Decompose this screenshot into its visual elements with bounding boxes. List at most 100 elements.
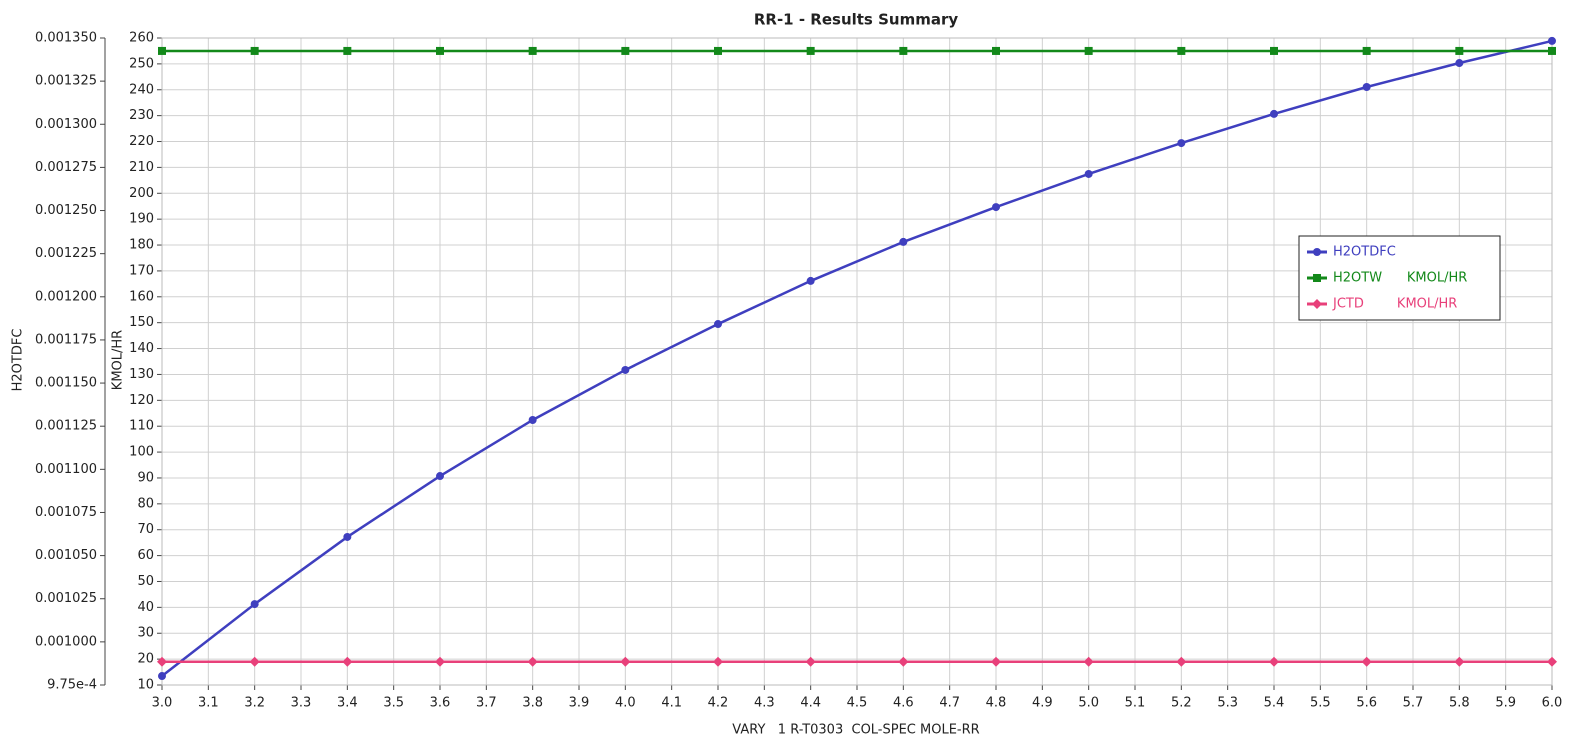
point xyxy=(806,46,815,55)
x-tick-label: 5.9 xyxy=(1495,696,1516,711)
point xyxy=(1454,656,1465,667)
point xyxy=(713,656,723,667)
legend: H2OTDFC H2OTW KMOL/HR JCTD KMOL/HR xyxy=(1298,235,1501,321)
legend-label: JCTD KMOL/HR xyxy=(1332,297,1457,312)
point xyxy=(1083,656,1094,667)
legend-label: H2OTW KMOL/HR xyxy=(1333,271,1467,286)
y2-tick-label: 220 xyxy=(129,134,154,149)
point xyxy=(1177,46,1186,55)
point xyxy=(898,656,909,667)
x-tick-label: 3.5 xyxy=(383,696,404,711)
y2-tick-label: 240 xyxy=(129,82,154,97)
y-tick-label: 0.001000 xyxy=(35,634,97,649)
point xyxy=(1270,109,1278,118)
x-tick-label: 3.3 xyxy=(291,696,312,711)
x-tick-label: 4.0 xyxy=(615,696,636,711)
y2-tick-label: 170 xyxy=(129,263,154,278)
y2-tick-label: 60 xyxy=(137,548,154,563)
legend-marker xyxy=(1313,248,1321,256)
x-tick-label: 5.0 xyxy=(1078,696,1099,711)
y-axis-label: H2OTDFC xyxy=(11,329,26,392)
x-tick-label: 4.1 xyxy=(661,696,682,711)
y2-tick-label: 200 xyxy=(129,186,154,201)
point xyxy=(714,320,722,329)
point xyxy=(436,46,444,55)
y-tick-label: 0.001225 xyxy=(35,246,97,261)
point xyxy=(1548,36,1556,45)
y-tick-label: 0.001325 xyxy=(35,74,97,89)
y2-tick-label: 130 xyxy=(129,367,154,382)
y2-tick-label: 120 xyxy=(129,393,154,408)
point xyxy=(436,472,444,481)
x-tick-label: 4.8 xyxy=(986,696,1007,711)
point xyxy=(158,672,166,681)
point xyxy=(621,46,630,55)
y2-tick-label: 180 xyxy=(129,238,154,253)
chart-title: RR-1 - Results Summary xyxy=(754,11,958,29)
y2-tick-label: 30 xyxy=(137,626,154,641)
y-tick-label: 0.001275 xyxy=(35,160,97,175)
point xyxy=(992,46,1000,55)
series-line xyxy=(161,39,1553,678)
legend-marker xyxy=(1313,274,1321,282)
point xyxy=(1362,82,1371,91)
y2-tick-label: 20 xyxy=(137,652,154,667)
point xyxy=(1362,46,1371,55)
x-tick-label: 5.4 xyxy=(1264,696,1285,711)
y2-tick-label: 140 xyxy=(129,341,154,356)
y-tick-label: 0.001050 xyxy=(35,548,97,563)
y2-tick-label: 210 xyxy=(129,160,154,175)
y-tick-label: 9.75e-4 xyxy=(47,678,97,693)
y-tick-label: 0.001150 xyxy=(35,376,97,391)
y-tick-label: 0.001025 xyxy=(35,591,97,606)
y-tick-label: 0.001300 xyxy=(35,117,97,132)
x-tick-label: 5.7 xyxy=(1403,696,1424,711)
x-tick-label: 3.2 xyxy=(244,696,265,711)
x-tick-label: 4.3 xyxy=(754,696,775,711)
y-tick-label: 0.001200 xyxy=(35,289,97,304)
y2-tick-label: 10 xyxy=(137,678,154,693)
point xyxy=(343,532,352,541)
x-tick-label: 5.6 xyxy=(1356,696,1377,711)
x-tick-label: 5.8 xyxy=(1449,696,1470,711)
y2-axis-label: KMOL/HR xyxy=(111,330,126,390)
point xyxy=(158,46,166,55)
point xyxy=(528,415,537,424)
point xyxy=(1270,46,1278,55)
point xyxy=(527,656,538,667)
y2-tick-label: 160 xyxy=(129,289,154,304)
x-tick-label: 4.2 xyxy=(708,696,729,711)
y2-tick-label: 250 xyxy=(129,56,154,71)
point xyxy=(435,656,445,667)
point xyxy=(1547,656,1557,667)
point xyxy=(157,656,167,667)
point xyxy=(250,46,259,55)
y2-tick-label: 190 xyxy=(129,212,154,227)
y-tick-label: 0.001350 xyxy=(35,31,97,46)
x-tick-label: 5.5 xyxy=(1310,696,1331,711)
point xyxy=(249,656,260,667)
legend-label: H2OTDFC xyxy=(1333,245,1396,260)
x-tick-label: 3.6 xyxy=(430,696,451,711)
x-tick-label: 5.1 xyxy=(1125,696,1146,711)
point xyxy=(1361,656,1372,667)
point xyxy=(1084,169,1093,178)
y-tick-label: 0.001175 xyxy=(35,332,97,347)
point xyxy=(899,46,908,55)
point xyxy=(528,46,537,55)
point xyxy=(1455,46,1464,55)
point xyxy=(806,276,815,285)
point xyxy=(714,46,722,55)
x-tick-label: 3.1 xyxy=(198,696,219,711)
point xyxy=(991,656,1001,667)
x-tick-label: 4.6 xyxy=(893,696,914,711)
y2-tick-label: 50 xyxy=(137,574,154,589)
x-tick-label: 3.9 xyxy=(569,696,590,711)
point xyxy=(1455,59,1464,68)
y2-tick-label: 230 xyxy=(129,108,154,123)
x-tick-label: 4.4 xyxy=(800,696,821,711)
point xyxy=(1269,656,1279,667)
plot-border xyxy=(161,37,1553,686)
y-tick-label: 0.001100 xyxy=(35,462,97,477)
